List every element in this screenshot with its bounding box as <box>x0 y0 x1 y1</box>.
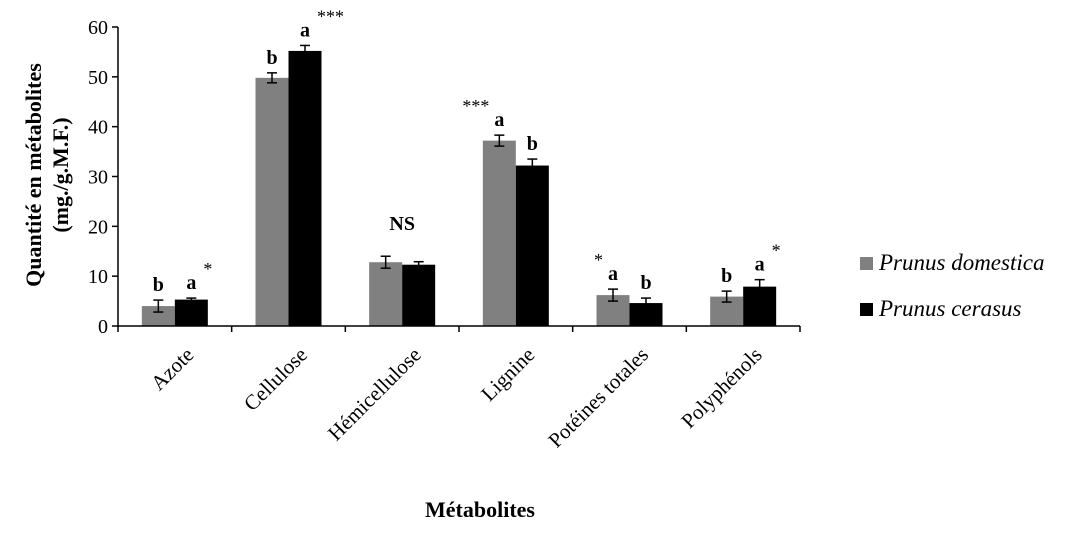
letter-label: b <box>527 133 538 155</box>
letter-label: a <box>186 272 196 294</box>
y-axis-title-line2: (mg./g.M.F.) <box>48 117 73 232</box>
bar <box>402 264 436 326</box>
significance-star: *** <box>462 96 489 116</box>
x-category-label: Polyphénols <box>676 343 766 433</box>
y-tick-label: 50 <box>88 67 108 89</box>
y-axis-ticks: 0 10 20 30 40 50 60 <box>88 17 118 338</box>
y-tick-label: 20 <box>88 216 108 238</box>
letter-label: b <box>721 265 732 287</box>
y-tick-label: 60 <box>88 17 108 39</box>
legend-swatch <box>860 257 873 270</box>
x-category-label: Potéines totales <box>543 343 653 453</box>
legend-label: Prunus cerasus <box>878 296 1022 321</box>
y-tick-label: 30 <box>88 167 108 189</box>
significance-star: *** <box>317 6 344 26</box>
bar <box>255 77 289 326</box>
letter-label: b <box>153 274 164 296</box>
bar <box>629 303 663 326</box>
x-axis-title: Métabolites <box>425 497 535 522</box>
x-category-label: Azote <box>146 343 198 395</box>
letter-label: a <box>300 19 310 41</box>
bar <box>369 262 403 326</box>
letter-label: a <box>755 254 765 276</box>
legend: Prunus domestica Prunus cerasus <box>860 250 1044 321</box>
bar <box>174 299 208 326</box>
letter-label: a <box>494 109 504 131</box>
x-category-label: Cellulose <box>239 343 312 416</box>
significance-star: * <box>203 259 212 279</box>
x-category-label: Hémicellulose <box>323 343 426 446</box>
bar <box>482 140 516 326</box>
bar <box>288 50 322 327</box>
significance-star: * <box>772 241 781 261</box>
x-axis-labels: Azote Cellulose Hémicellulose Lignine Potéin… <box>117 326 801 453</box>
bars <box>141 44 777 327</box>
bar <box>515 165 549 326</box>
legend-swatch <box>860 303 873 316</box>
annotations: b a*ba***NSa***ba*b ba* <box>153 6 781 296</box>
significance-label: NS <box>389 213 415 235</box>
significance-star: * <box>594 250 603 270</box>
letter-label: b <box>266 47 277 69</box>
y-axis-title-line1: Quantité en métabolites <box>21 63 46 287</box>
y-tick-label: 0 <box>98 316 108 338</box>
bar <box>141 306 175 326</box>
letter-label: b <box>640 272 651 294</box>
letter-label: a <box>608 263 618 285</box>
y-tick-label: 40 <box>88 117 108 139</box>
y-tick-label: 10 <box>88 266 108 288</box>
x-category-label: Lignine <box>476 343 539 406</box>
legend-label: Prunus domestica <box>878 250 1044 275</box>
